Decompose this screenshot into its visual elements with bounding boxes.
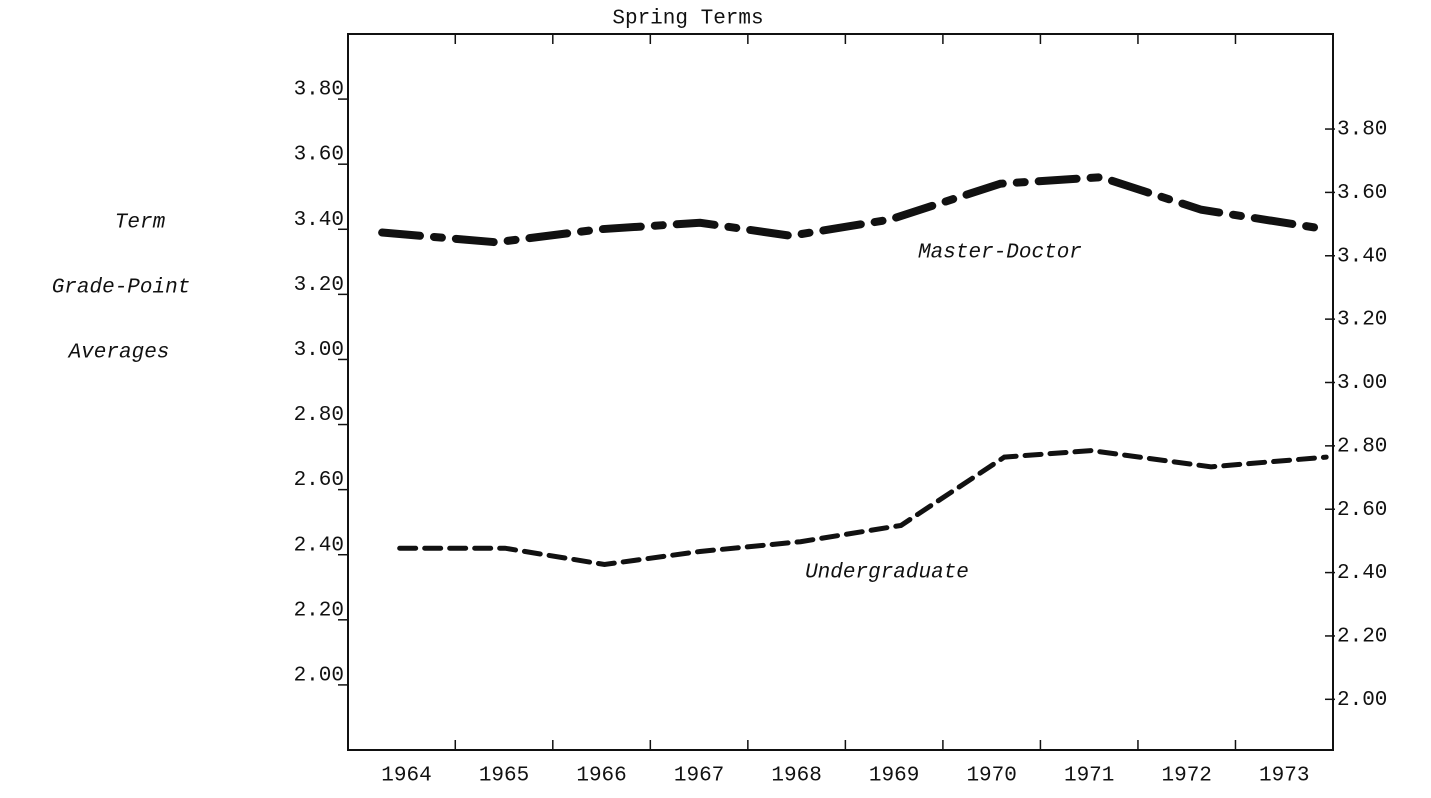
y2-tick-label: 3.20 xyxy=(1337,309,1387,332)
plot-frame xyxy=(347,33,1334,751)
x-tick-label: 1965 xyxy=(479,765,529,788)
x-tick-label: 1968 xyxy=(771,765,821,788)
x-tick-label: 1966 xyxy=(576,765,626,788)
y2-tick-label: 2.60 xyxy=(1337,499,1387,522)
y-axis-label: Averages xyxy=(67,342,170,365)
y2-tick-label: 2.20 xyxy=(1337,625,1387,648)
x-tick-label: 1973 xyxy=(1259,765,1309,788)
x-tick-label: 1971 xyxy=(1064,765,1114,788)
y2-tick-label: 3.60 xyxy=(1337,182,1387,205)
y-tick-label: 2.60 xyxy=(294,469,344,492)
y-tick-label: 3.40 xyxy=(294,209,344,232)
y2-tick-label: 3.40 xyxy=(1337,245,1387,268)
y-tick-label: 3.80 xyxy=(294,79,344,102)
x-tick-label: 1970 xyxy=(966,765,1016,788)
y2-tick-label: 3.80 xyxy=(1337,119,1387,142)
y-tick-label: 2.00 xyxy=(294,664,344,687)
y2-tick-label: 3.00 xyxy=(1337,372,1387,395)
y-tick-label: 2.80 xyxy=(294,404,344,427)
y-tick-label: 3.60 xyxy=(294,144,344,167)
x-tick-label: 1972 xyxy=(1162,765,1212,788)
series-line xyxy=(397,448,1329,568)
series-line xyxy=(378,173,1331,247)
y-tick-label: 2.40 xyxy=(294,534,344,557)
series-label: Undergraduate xyxy=(805,562,969,585)
y2-tick-label: 2.40 xyxy=(1337,562,1387,585)
y-tick-label: 2.20 xyxy=(294,599,344,622)
series-label: Master-Doctor xyxy=(918,242,1082,265)
x-tick-label: 1964 xyxy=(381,765,431,788)
y-axis-label: Term xyxy=(115,212,166,235)
y-tick-label: 3.20 xyxy=(294,274,344,297)
y2-tick-label: 2.80 xyxy=(1337,435,1387,458)
chart-title: Spring Terms xyxy=(612,8,763,31)
y2-tick-label: 2.00 xyxy=(1337,689,1387,712)
x-tick-label: 1969 xyxy=(869,765,919,788)
y-axis-label: Grade-Point xyxy=(52,277,191,300)
x-tick-label: 1967 xyxy=(674,765,724,788)
y-tick-label: 3.00 xyxy=(294,339,344,362)
